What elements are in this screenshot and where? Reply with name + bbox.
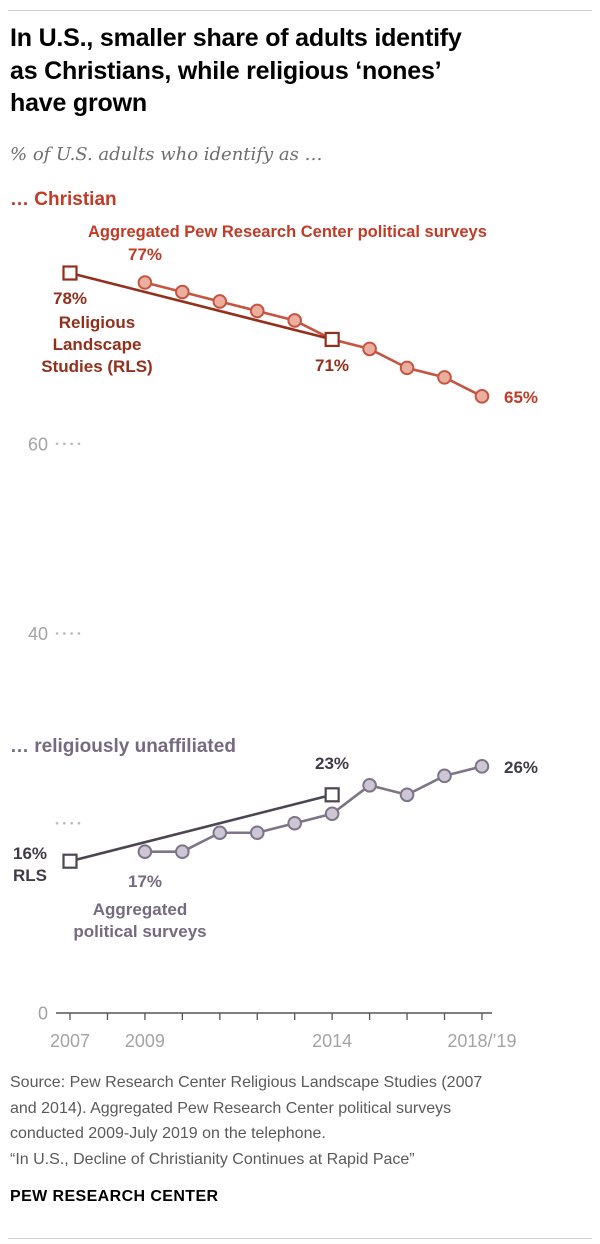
bottom-divider [8, 1238, 592, 1239]
source-line: Source: Pew Research Center Religious La… [10, 1074, 483, 1091]
svg-text:2007: 2007 [50, 1031, 90, 1051]
chart-subtitle: % of U.S. adults who identify as … [10, 144, 323, 165]
svg-text:60: 60 [28, 434, 48, 454]
source-line: and 2014). Aggregated Pew Research Cente… [10, 1099, 452, 1117]
data-label-christian-rls-end: 71% [314, 356, 350, 375]
data-label-unaffiliated-rls-start: 16% RLS [12, 844, 48, 885]
top-divider [8, 10, 592, 11]
annotation-christian-rls: Religious Landscape Studies (RLS) [41, 313, 153, 376]
annotation-unaffiliated-aggregated-surveys: Aggregated political surveys [73, 900, 207, 941]
data-label-unaffiliated-rls-end: 23% [314, 754, 350, 773]
svg-text:2009: 2009 [125, 1031, 165, 1051]
svg-text:2018/’19: 2018/’19 [447, 1031, 516, 1051]
svg-text:40: 40 [28, 624, 48, 644]
source-line: conducted 2009-July 2019 on the telephon… [10, 1125, 326, 1143]
source-note: Source: Pew Research Center Religious La… [10, 1070, 590, 1172]
svg-text:0: 0 [38, 1004, 48, 1024]
series-label-christian: … Christian [10, 189, 117, 210]
data-label-christian-rls-start: 78% [52, 289, 88, 308]
brand-footer: PEW RESEARCH CENTER [10, 1188, 219, 1205]
chart-title: In U.S., smaller share of adults identif… [10, 24, 462, 117]
data-label-unaffiliated-agg-start: 17% [127, 872, 163, 891]
data-label-christian-agg-start: 77% [127, 245, 163, 264]
data-label-unaffiliated-agg-end: 26% [504, 758, 539, 777]
data-label-christian-agg-end: 65% [504, 388, 539, 407]
svg-text:2014: 2014 [312, 1031, 352, 1051]
series-label-unaffiliated: … religiously unaffiliated [10, 736, 236, 757]
annotation-christian-aggregated-surveys: Aggregated Pew Research Center political… [88, 223, 487, 241]
source-line: “In U.S., Decline of Christianity Contin… [10, 1150, 415, 1168]
